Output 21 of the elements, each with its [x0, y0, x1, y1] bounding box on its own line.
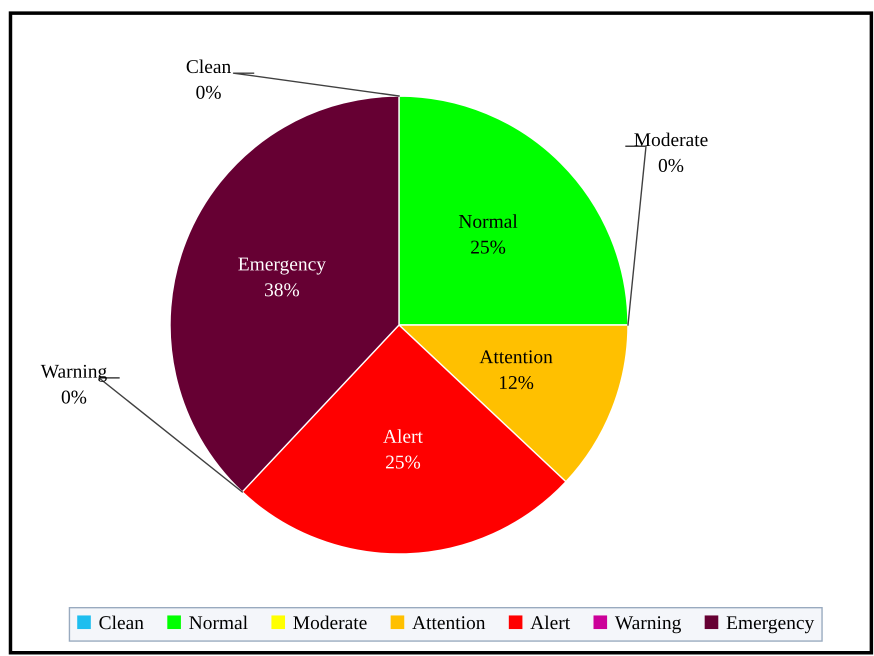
data-label: 25%: [386, 456, 420, 469]
legend-label: Alert: [530, 616, 570, 630]
legend-label: Normal: [189, 616, 248, 630]
slice-label: Alert: [383, 429, 423, 443]
text: 0%: [62, 390, 86, 404]
category-label: Clean: [186, 59, 231, 74]
category-label: Moderate: [634, 132, 708, 146]
text: 0%: [196, 86, 221, 99]
data-label: 38%: [265, 283, 300, 296]
data-label: 12%: [500, 376, 534, 390]
data-label: 25%: [471, 240, 506, 254]
legend-label: Attention: [412, 616, 486, 630]
category-label: Warning: [40, 364, 107, 382]
slice-label: Attention: [480, 350, 553, 364]
text: 0%: [658, 158, 684, 172]
legend-label: Emergency: [726, 616, 814, 634]
legend-label: Moderate: [293, 616, 367, 630]
slice-label: Normal: [458, 214, 518, 228]
legend-label: Warning: [614, 616, 681, 634]
legend-label: Clean: [99, 616, 144, 630]
slice-label: Emergency: [238, 258, 326, 275]
